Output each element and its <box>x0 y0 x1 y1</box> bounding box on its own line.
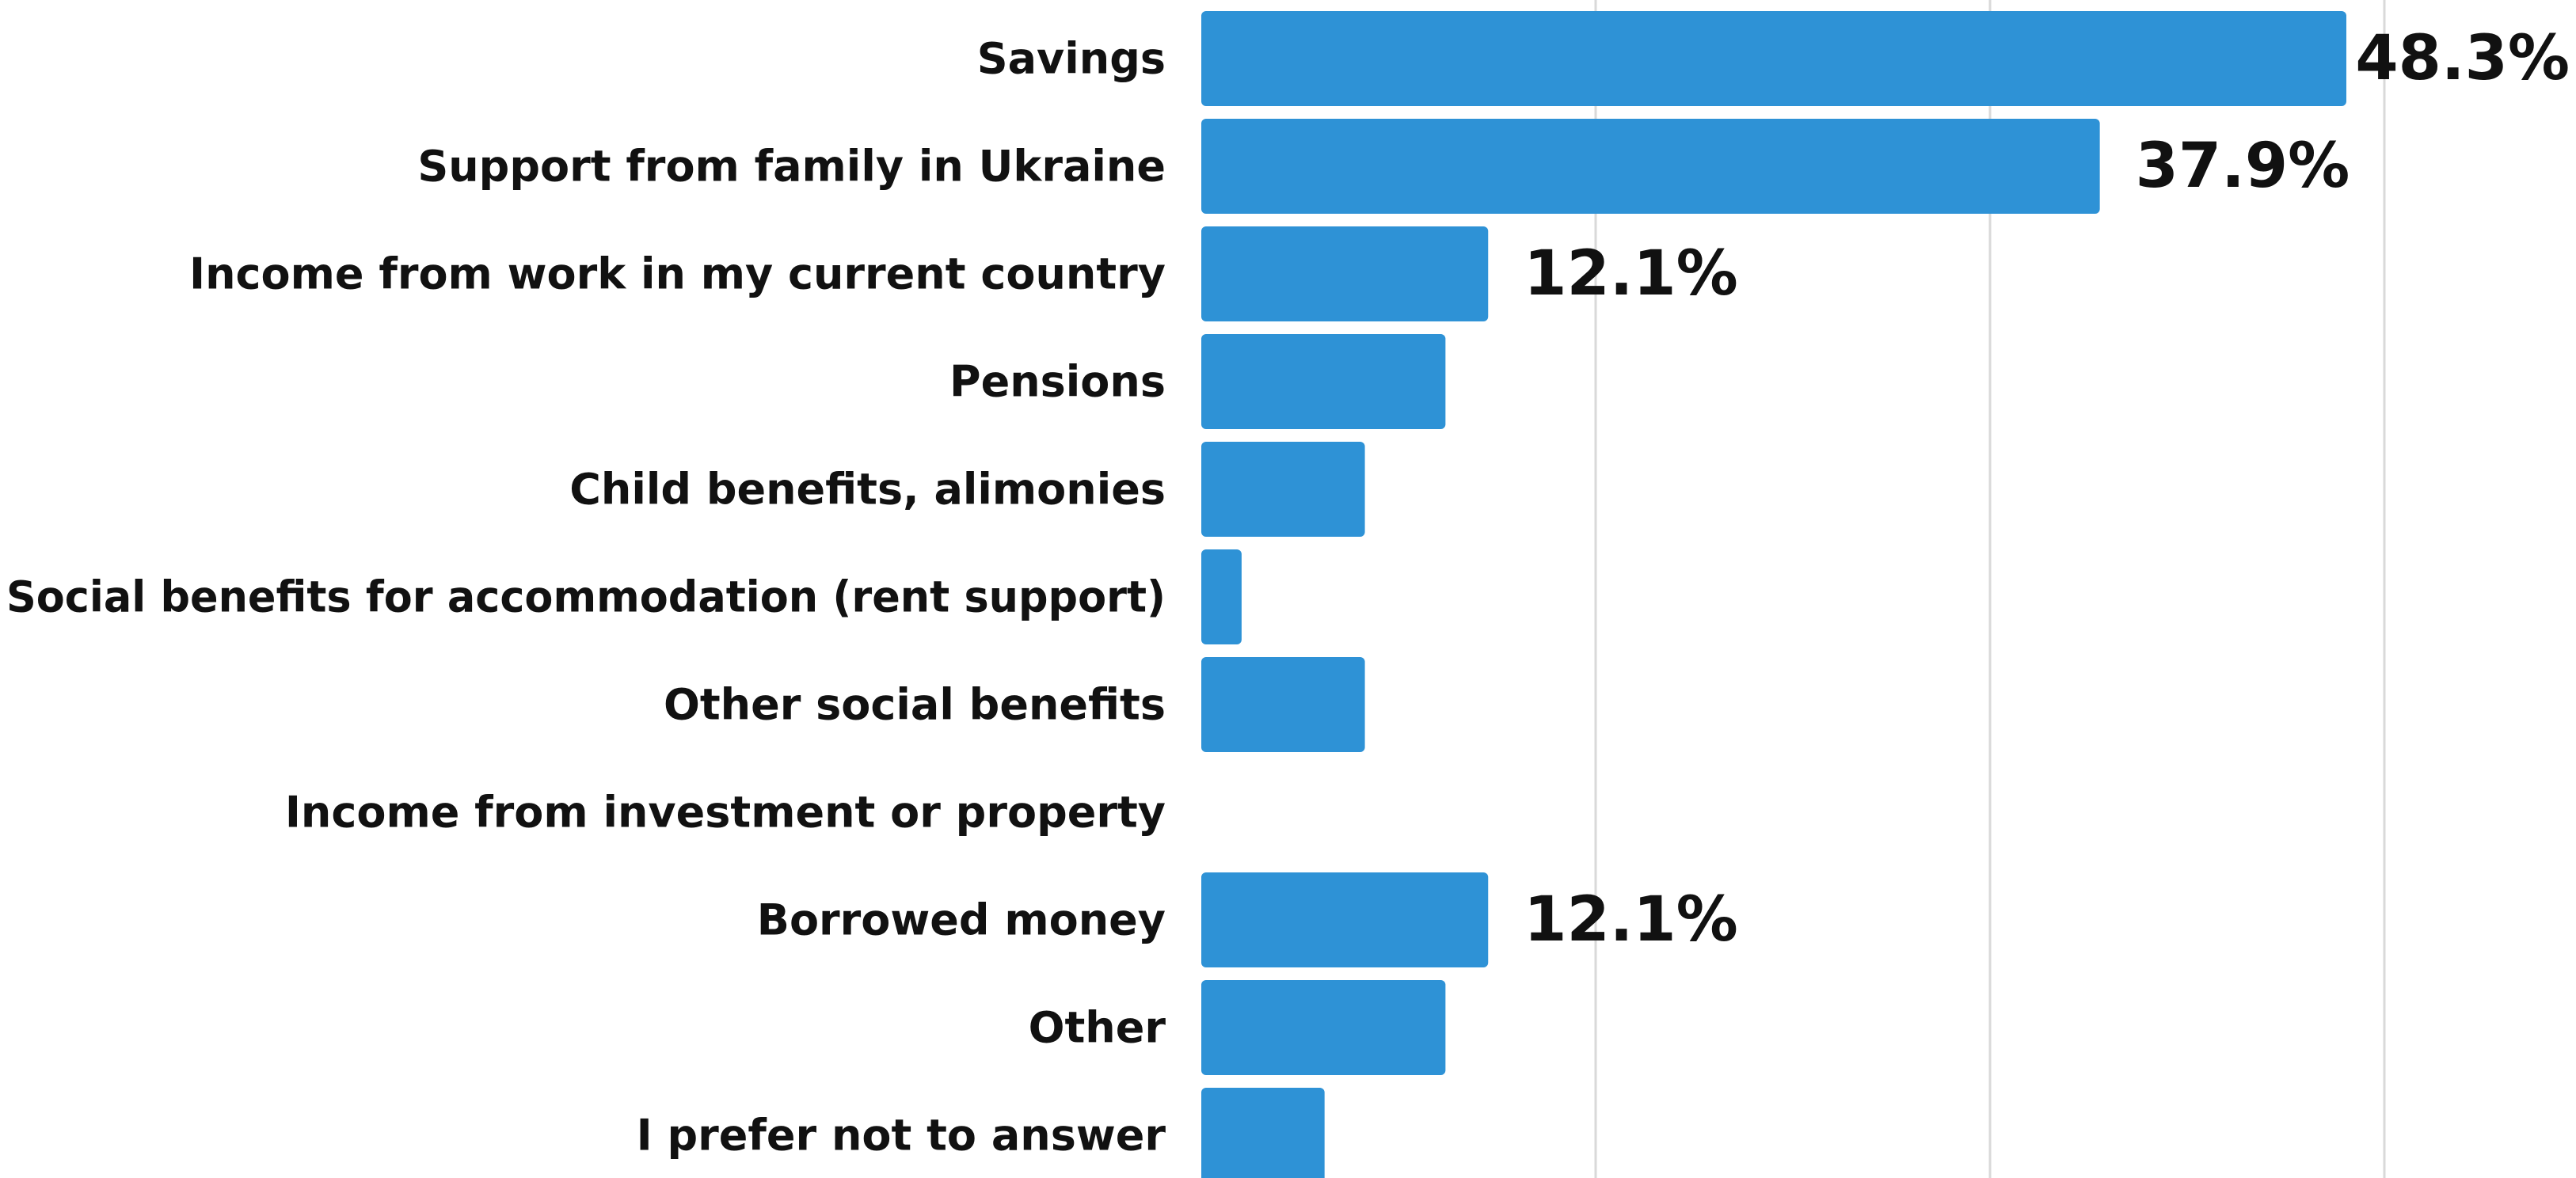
category-label: Pensions <box>949 357 1166 407</box>
bar <box>1201 549 1242 644</box>
bar <box>1201 119 2100 214</box>
bars <box>1201 11 2346 1178</box>
data-labels: 48.3%37.9% 12.1% 12.1% <box>1524 23 2570 956</box>
category-label: Social benefits for accommodation (rent … <box>6 572 1166 622</box>
data-label: 12.1% <box>1524 238 1738 310</box>
data-label: 12.1% <box>1524 884 1738 956</box>
category-label: Borrowed money <box>757 895 1166 945</box>
bar <box>1201 980 1446 1075</box>
bar <box>1201 872 1489 967</box>
bar <box>1201 226 1489 321</box>
category-label: Other <box>1029 1003 1166 1053</box>
bar <box>1201 334 1446 429</box>
category-label: Support from family in Ukraine <box>417 142 1166 192</box>
category-label: I prefer not to answer <box>637 1111 1166 1161</box>
category-label: Savings <box>977 34 1166 84</box>
bar <box>1201 657 1365 752</box>
data-label: 37.9% <box>2136 131 2350 202</box>
category-label: Child benefits, alimonies <box>569 465 1166 515</box>
category-label: Other social benefits <box>664 680 1166 730</box>
category-label: Income from work in my current country <box>189 249 1166 299</box>
category-label: Income from investment or property <box>285 788 1166 838</box>
bar <box>1201 1088 1325 1178</box>
bar <box>1201 11 2346 106</box>
category-labels: Savings Support from family in Ukraine Inc… <box>6 34 1166 1161</box>
data-label: 48.3% <box>2355 23 2570 94</box>
bar <box>1201 442 1365 537</box>
